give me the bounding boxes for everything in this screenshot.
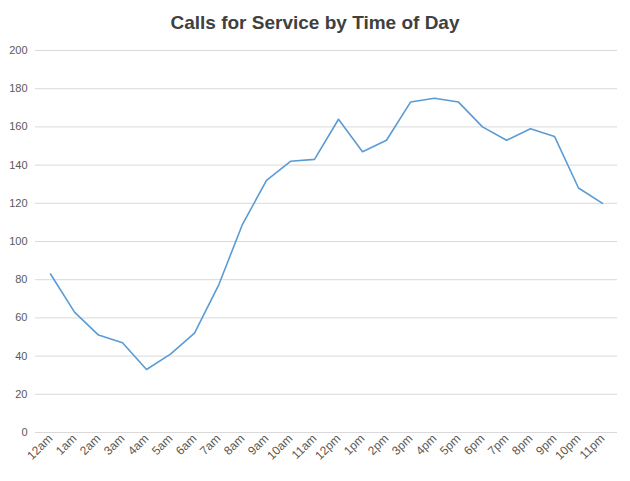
- svg-text:60: 60: [15, 311, 27, 323]
- svg-text:5am: 5am: [149, 431, 175, 457]
- svg-text:120: 120: [9, 197, 27, 209]
- svg-text:4pm: 4pm: [413, 431, 439, 457]
- svg-text:8am: 8am: [221, 431, 247, 457]
- svg-text:2pm: 2pm: [365, 431, 391, 457]
- svg-text:40: 40: [15, 350, 27, 362]
- svg-text:7am: 7am: [197, 431, 223, 457]
- svg-text:100: 100: [9, 235, 27, 247]
- svg-text:4am: 4am: [125, 431, 151, 457]
- svg-text:160: 160: [9, 120, 27, 132]
- html-text:Calls for Service by Time of D: Calls for Service by Time of Day: [170, 12, 460, 33]
- svg-text:6pm: 6pm: [461, 431, 487, 457]
- svg-text:9pm: 9pm: [532, 431, 560, 458]
- svg-text:7pm: 7pm: [485, 431, 511, 457]
- svg-text:1am: 1am: [53, 431, 79, 457]
- svg-text:20: 20: [15, 388, 27, 400]
- svg-text:11pm: 11pm: [577, 431, 608, 462]
- svg-text:3am: 3am: [101, 431, 127, 457]
- svg-text:12am: 12am: [24, 431, 55, 462]
- svg-text:140: 140: [9, 159, 27, 171]
- svg-text:10am: 10am: [264, 431, 295, 462]
- svg-text:80: 80: [15, 273, 27, 285]
- svg-text:2am: 2am: [77, 431, 103, 457]
- svg-text:8pm: 8pm: [509, 431, 535, 457]
- svg-text:200: 200: [9, 44, 27, 56]
- svg-text:3pm: 3pm: [389, 431, 415, 457]
- svg-text:180: 180: [9, 82, 27, 94]
- svg-text:9am: 9am: [244, 431, 272, 458]
- svg-text:5pm: 5pm: [437, 431, 463, 457]
- svg-text:1pm: 1pm: [341, 431, 367, 457]
- svg-text:10pm: 10pm: [552, 431, 583, 462]
- svg-text:12pm: 12pm: [312, 431, 343, 462]
- svg-text:11am: 11am: [289, 431, 320, 462]
- svg-text:0: 0: [21, 426, 27, 438]
- svg-text:6am: 6am: [173, 431, 199, 457]
